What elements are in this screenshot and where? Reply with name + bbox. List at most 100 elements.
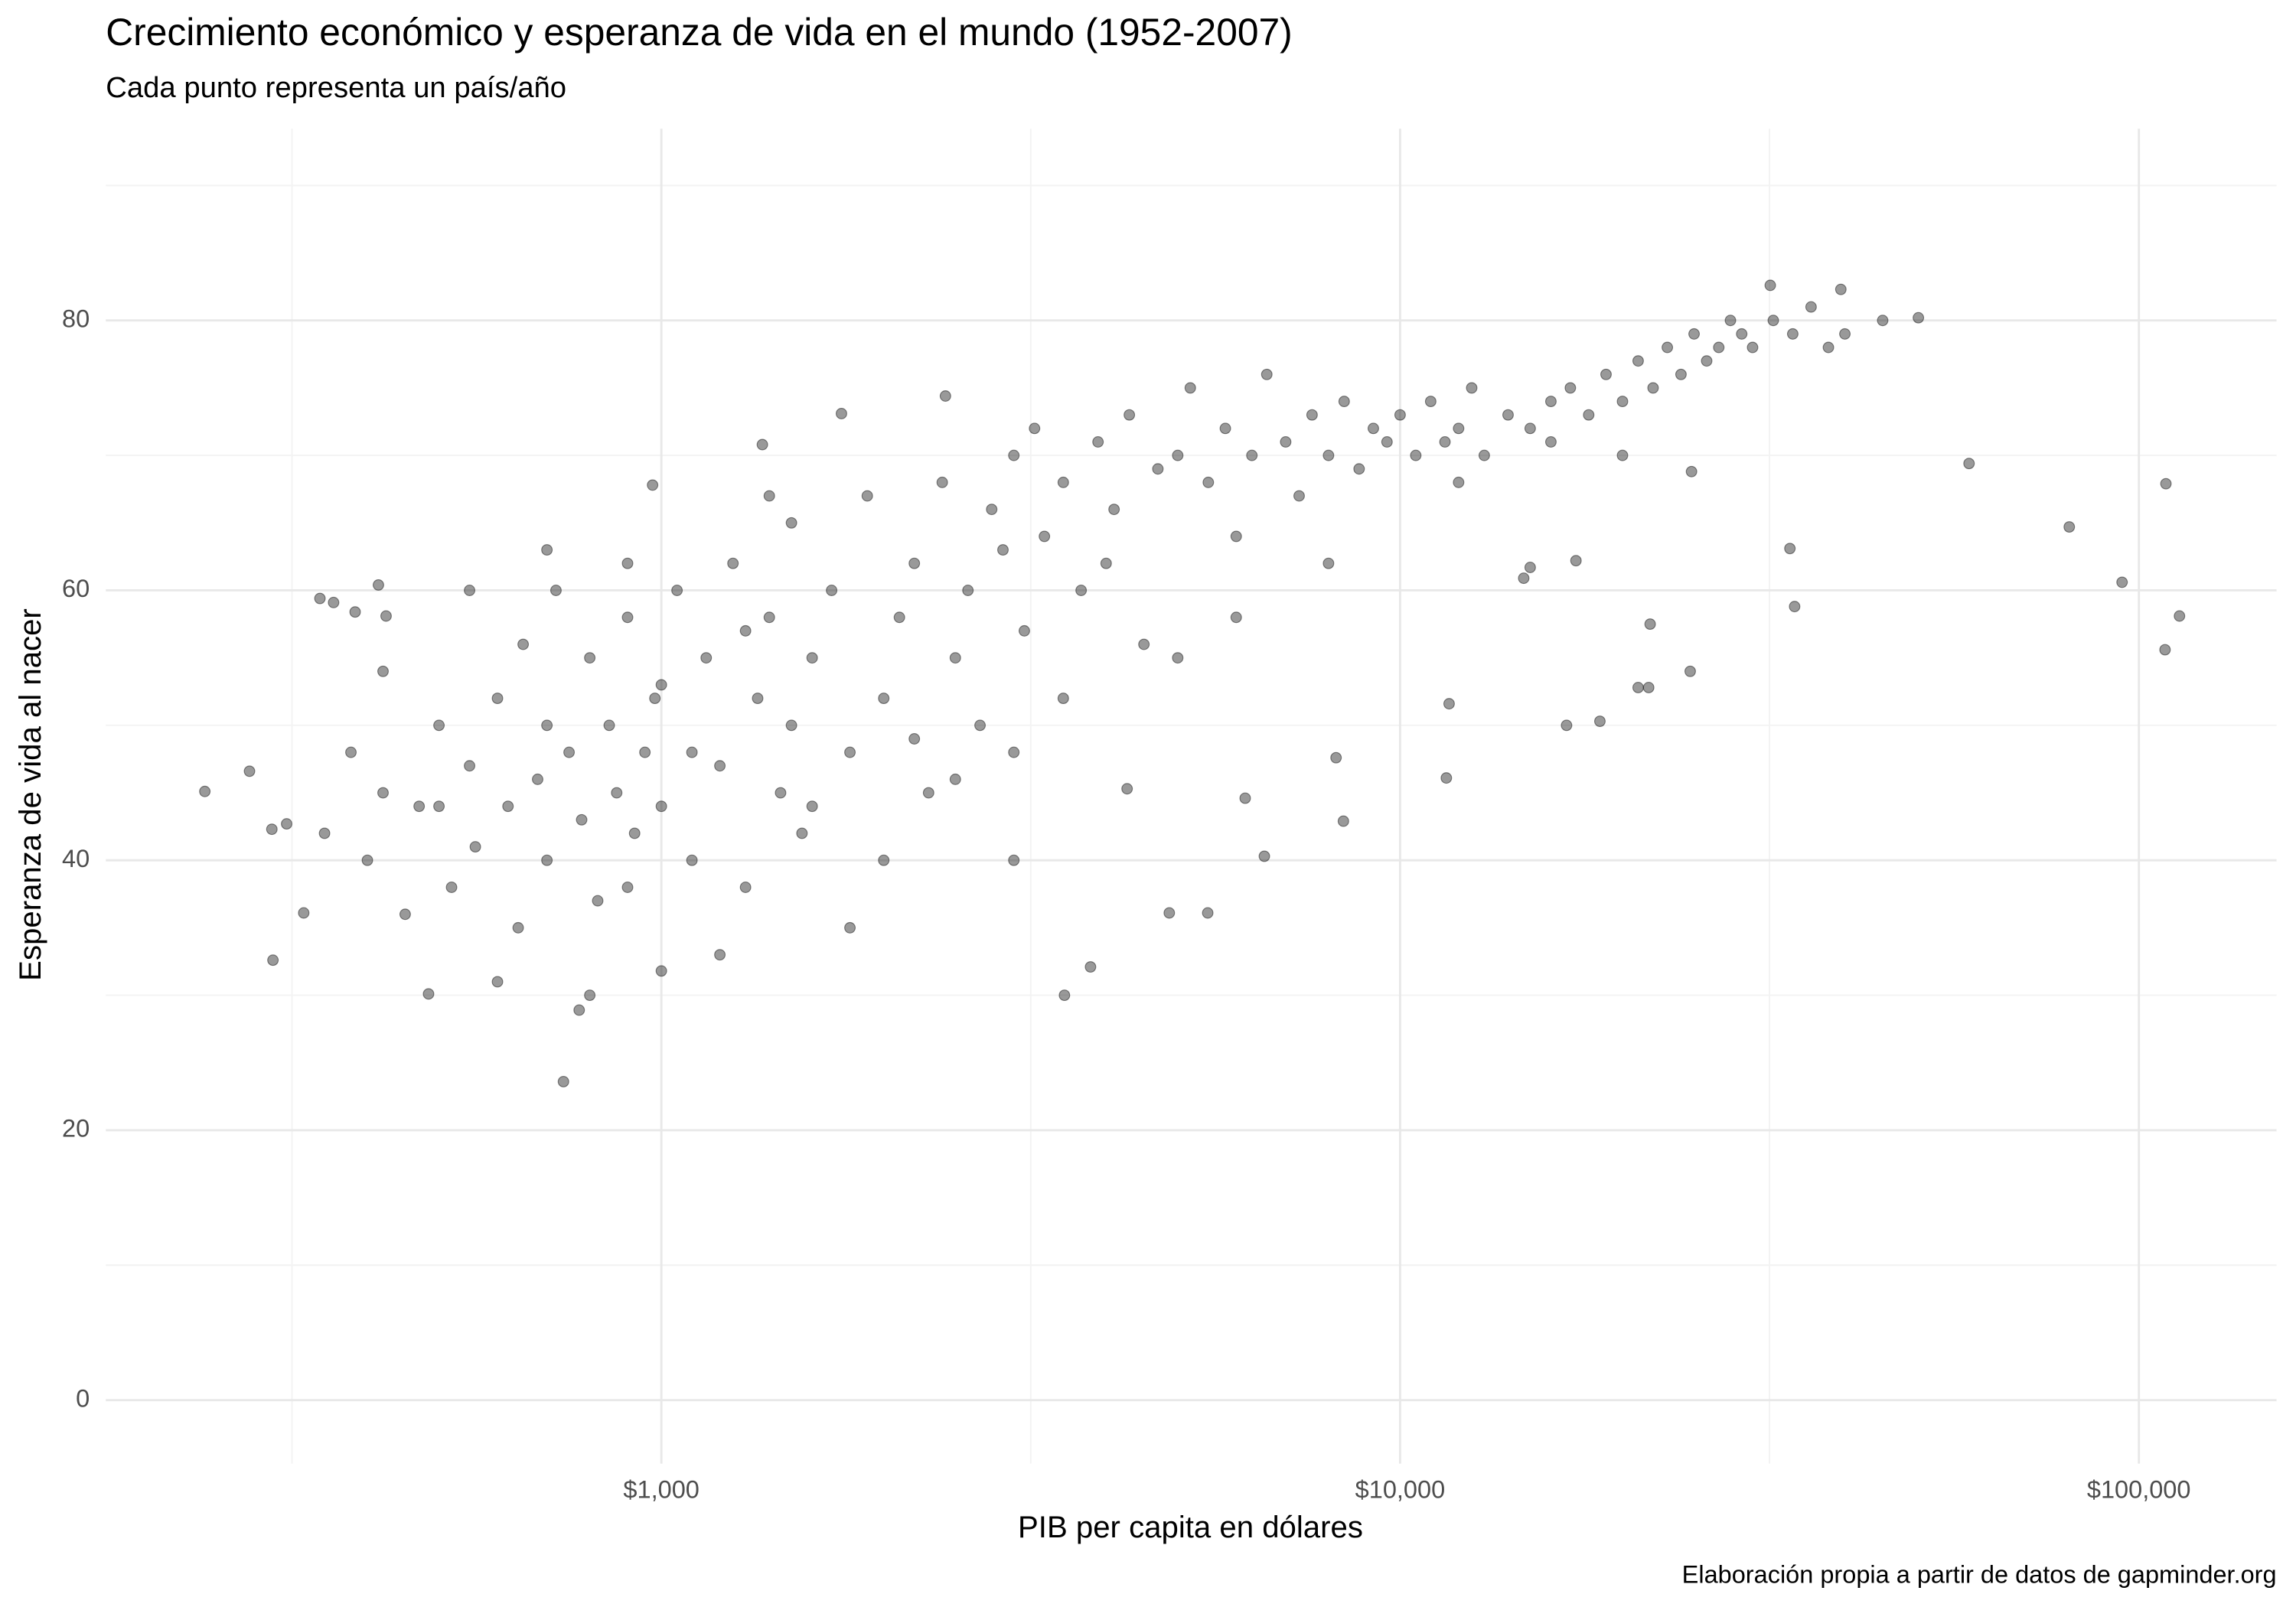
y-tick-label: 80 (62, 305, 90, 332)
point (1443, 698, 1455, 710)
point (2116, 576, 2128, 588)
point (1330, 751, 1342, 764)
point (563, 746, 576, 758)
point (1075, 585, 1088, 596)
point (878, 693, 890, 705)
point (686, 746, 698, 758)
point (1561, 719, 1573, 732)
point (1219, 422, 1231, 435)
point (700, 652, 713, 664)
point (464, 585, 475, 596)
point (739, 882, 752, 893)
point (1258, 850, 1270, 862)
point (541, 544, 553, 556)
point (1518, 572, 1530, 585)
point (1172, 449, 1184, 461)
point (1583, 409, 1595, 421)
point (649, 693, 661, 705)
point (647, 479, 659, 491)
point (974, 719, 986, 732)
y-tick-label: 60 (62, 575, 90, 602)
point (1453, 422, 1465, 435)
point (1453, 476, 1465, 488)
point (491, 976, 504, 988)
x-tick-label: $100,000 (2087, 1476, 2191, 1504)
point (243, 765, 256, 777)
point (908, 733, 921, 745)
point (377, 787, 389, 799)
point (655, 800, 667, 813)
point (1018, 624, 1030, 637)
x-axis-label: PIB per capita en dólares (1018, 1510, 1363, 1544)
point (1724, 315, 1737, 327)
point (584, 652, 596, 664)
point (1084, 961, 1097, 973)
point (1092, 436, 1104, 448)
point (1057, 693, 1069, 705)
point (785, 719, 797, 732)
point (1100, 557, 1112, 569)
point (949, 773, 961, 785)
point (628, 827, 641, 839)
point (2159, 644, 2171, 656)
point (1108, 504, 1120, 516)
point (491, 693, 504, 705)
point (806, 652, 818, 664)
point (1684, 665, 1696, 677)
point (621, 611, 634, 624)
point (1644, 618, 1656, 631)
point (413, 800, 426, 813)
point (1057, 476, 1069, 488)
point (603, 719, 615, 732)
point (433, 800, 445, 813)
x-tick-label: $10,000 (1355, 1476, 1445, 1504)
point (1202, 476, 1215, 488)
point (1202, 907, 1214, 919)
point (377, 665, 389, 677)
point (806, 800, 818, 813)
point (1616, 396, 1629, 408)
point (1632, 355, 1644, 367)
point (361, 854, 373, 866)
point (962, 585, 974, 596)
point (1337, 815, 1349, 827)
point (1524, 422, 1536, 435)
x-tick-label: $1,000 (623, 1476, 699, 1504)
point (541, 719, 553, 732)
point (445, 882, 458, 893)
point (1261, 368, 1273, 380)
point (1616, 449, 1629, 461)
point (345, 746, 357, 758)
point (1338, 396, 1350, 408)
point (1306, 409, 1318, 421)
point (1594, 715, 1606, 728)
point (349, 606, 361, 618)
point (1675, 368, 1687, 380)
point (1642, 682, 1655, 693)
point (1246, 449, 1258, 461)
point (550, 585, 562, 596)
point (1466, 382, 1478, 394)
point (1822, 341, 1835, 354)
point (1152, 463, 1164, 475)
point (584, 989, 596, 1002)
point (671, 585, 683, 596)
point (1029, 422, 1041, 435)
point (936, 476, 948, 488)
point (592, 895, 604, 907)
point (621, 882, 634, 893)
point (1839, 328, 1851, 340)
point (1786, 328, 1799, 340)
point (1600, 368, 1612, 380)
point (422, 988, 435, 1000)
point (512, 921, 524, 934)
point (763, 611, 775, 624)
point (399, 908, 411, 921)
point (611, 787, 623, 799)
point (1381, 436, 1393, 448)
point (836, 407, 847, 419)
point (785, 517, 797, 529)
point (557, 1075, 569, 1087)
y-tick-label: 20 (62, 1115, 90, 1143)
